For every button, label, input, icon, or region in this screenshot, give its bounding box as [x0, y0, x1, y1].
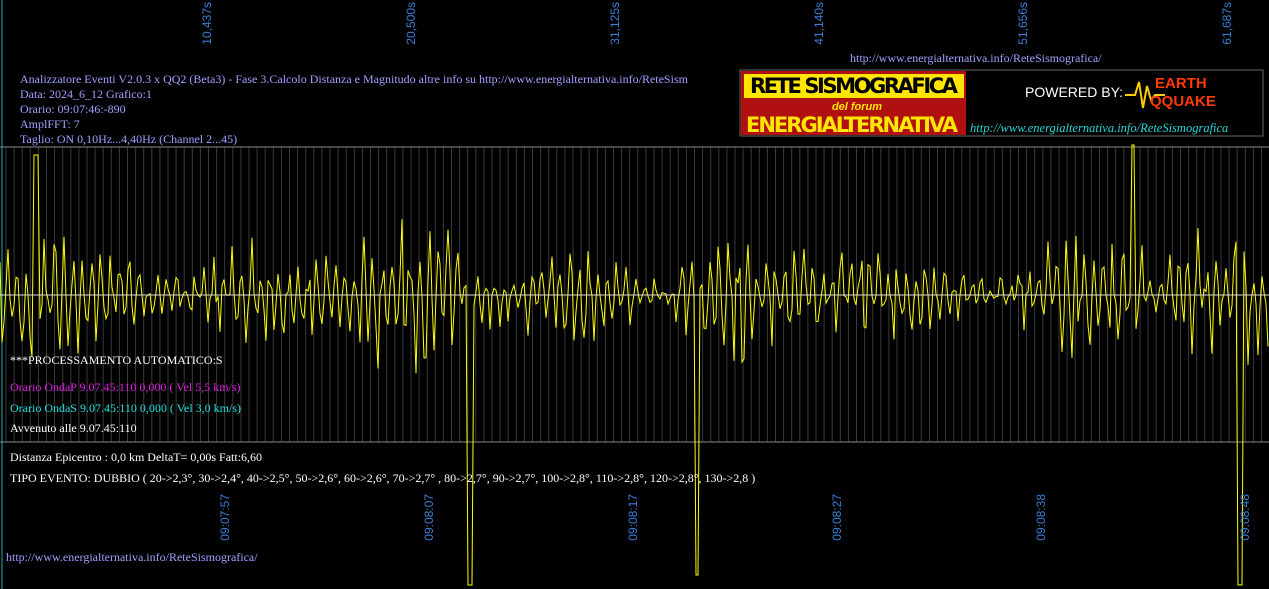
- distance: Distanza Epicentro : 0,0 km DeltaT= 0,00…: [10, 450, 262, 464]
- avvenuto: Avvenuto alle 9.07.45:110: [10, 421, 137, 435]
- logo-yellow: [744, 74, 964, 98]
- time-axes: 10,437s 20,500s 31,125s 41,140s 51,656s 61,68…: [200, 2, 1252, 541]
- logo-name: ENERGIALTERNATIVA: [746, 113, 959, 137]
- top-time-label: 10,437s: [200, 2, 214, 45]
- top-time-label: 41,140s: [812, 2, 826, 45]
- event-type: TIPO EVENTO: DUBBIO ( 20->2,3°, 30->2,4°…: [10, 471, 755, 485]
- logo-powered: POWERED BY:: [1025, 84, 1123, 100]
- logo-subtitle: del forum: [832, 101, 882, 113]
- logo-brand-bottom: QQUAKE: [1150, 93, 1216, 110]
- header-line: Taglio: ON 0,10Hz...4,40Hz (Channel 2...…: [20, 132, 237, 146]
- bottom-time-label: 09:08:27: [830, 494, 844, 541]
- top-time-label: 61,687s: [1220, 2, 1234, 45]
- top-url: http://www.energialternativa.info/ReteSi…: [850, 51, 1102, 65]
- onda-s: Orario OndaS 9.07.45:110 0,000 ( Vel 3,0…: [10, 401, 241, 415]
- bottom-time-label: 09:08:07: [422, 494, 436, 541]
- logo-url: http://www.energialternativa.info/ReteSi…: [970, 121, 1228, 135]
- top-time-label: 20,500s: [404, 2, 418, 45]
- onda-p: Orario OndaP 9.07.45:110 0,000 ( Vel 5,5…: [10, 380, 241, 394]
- header: Analizzatore Eventi V2.0.3 x QQ2 (Beta3)…: [20, 72, 689, 146]
- logo-seismo-icon: [1125, 81, 1165, 109]
- header-line: AmplFFT: 7: [20, 117, 80, 131]
- top-time-label: 31,125s: [608, 2, 622, 45]
- header-line: Orario: 09:07:46:-890: [20, 102, 126, 116]
- top-time-label: 51,656s: [1016, 2, 1030, 45]
- header-line: Data: 2024_6_12 Grafico:1: [20, 87, 152, 101]
- processing-title: ***PROCESSAMENTO AUTOMATICO:S: [10, 353, 223, 367]
- bottom-time-label: 09:08:38: [1034, 494, 1048, 541]
- bottom-time-label: 09:08:48: [1238, 494, 1252, 541]
- bottom-time-label: 09:08:17: [626, 494, 640, 541]
- processing: ***PROCESSAMENTO AUTOMATICO:S Orario Ond…: [10, 353, 755, 485]
- header-line: Analizzatore Eventi V2.0.3 x QQ2 (Beta3)…: [20, 72, 689, 86]
- logo-brand-top: EARTH: [1155, 75, 1207, 92]
- logo: RETE SISMOGRAFICA del forum ENERGIALTERN…: [739, 69, 1264, 137]
- logo-title: RETE SISMOGRAFICA: [750, 74, 959, 98]
- bottom-time-label: 09:07:57: [218, 494, 232, 541]
- footer-url: http://www.energialternativa.info/ReteSi…: [6, 550, 258, 564]
